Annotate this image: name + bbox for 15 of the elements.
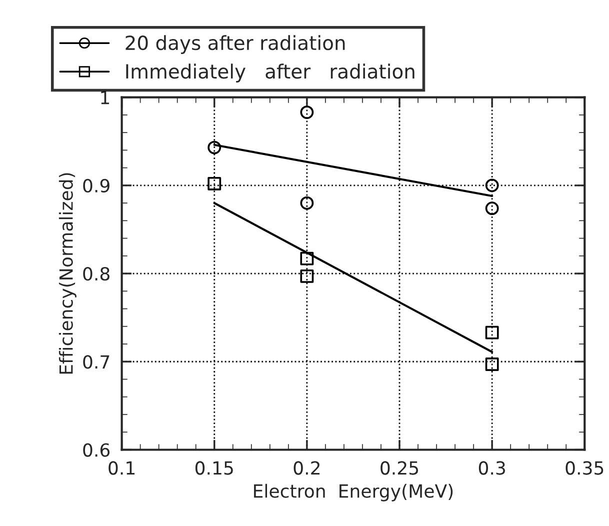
x-tick-label: 0.2 [294,461,320,475]
y-tick-label: 0.8 [83,266,110,281]
y-tick-label: 1 [101,91,110,104]
legend-label: 20 days after radiation [126,35,345,54]
legend-label: Immediately after radiation [126,64,414,82]
x-tick-label: 0.3 [478,461,505,475]
y-tick-label: 0.9 [83,178,110,193]
x-tick-label: 0.35 [566,461,604,475]
y-axis-title: Efficiency(Normalized) [58,173,76,374]
y-tick-label: 0.7 [83,355,110,369]
x-axis-title: Electron Energy(MeV) [254,484,453,502]
x-tick-label: 0.15 [195,461,233,475]
x-tick-label: 0.1 [108,461,134,475]
y-tick-label: 0.6 [83,443,110,457]
x-tick-label: 0.25 [380,461,418,475]
